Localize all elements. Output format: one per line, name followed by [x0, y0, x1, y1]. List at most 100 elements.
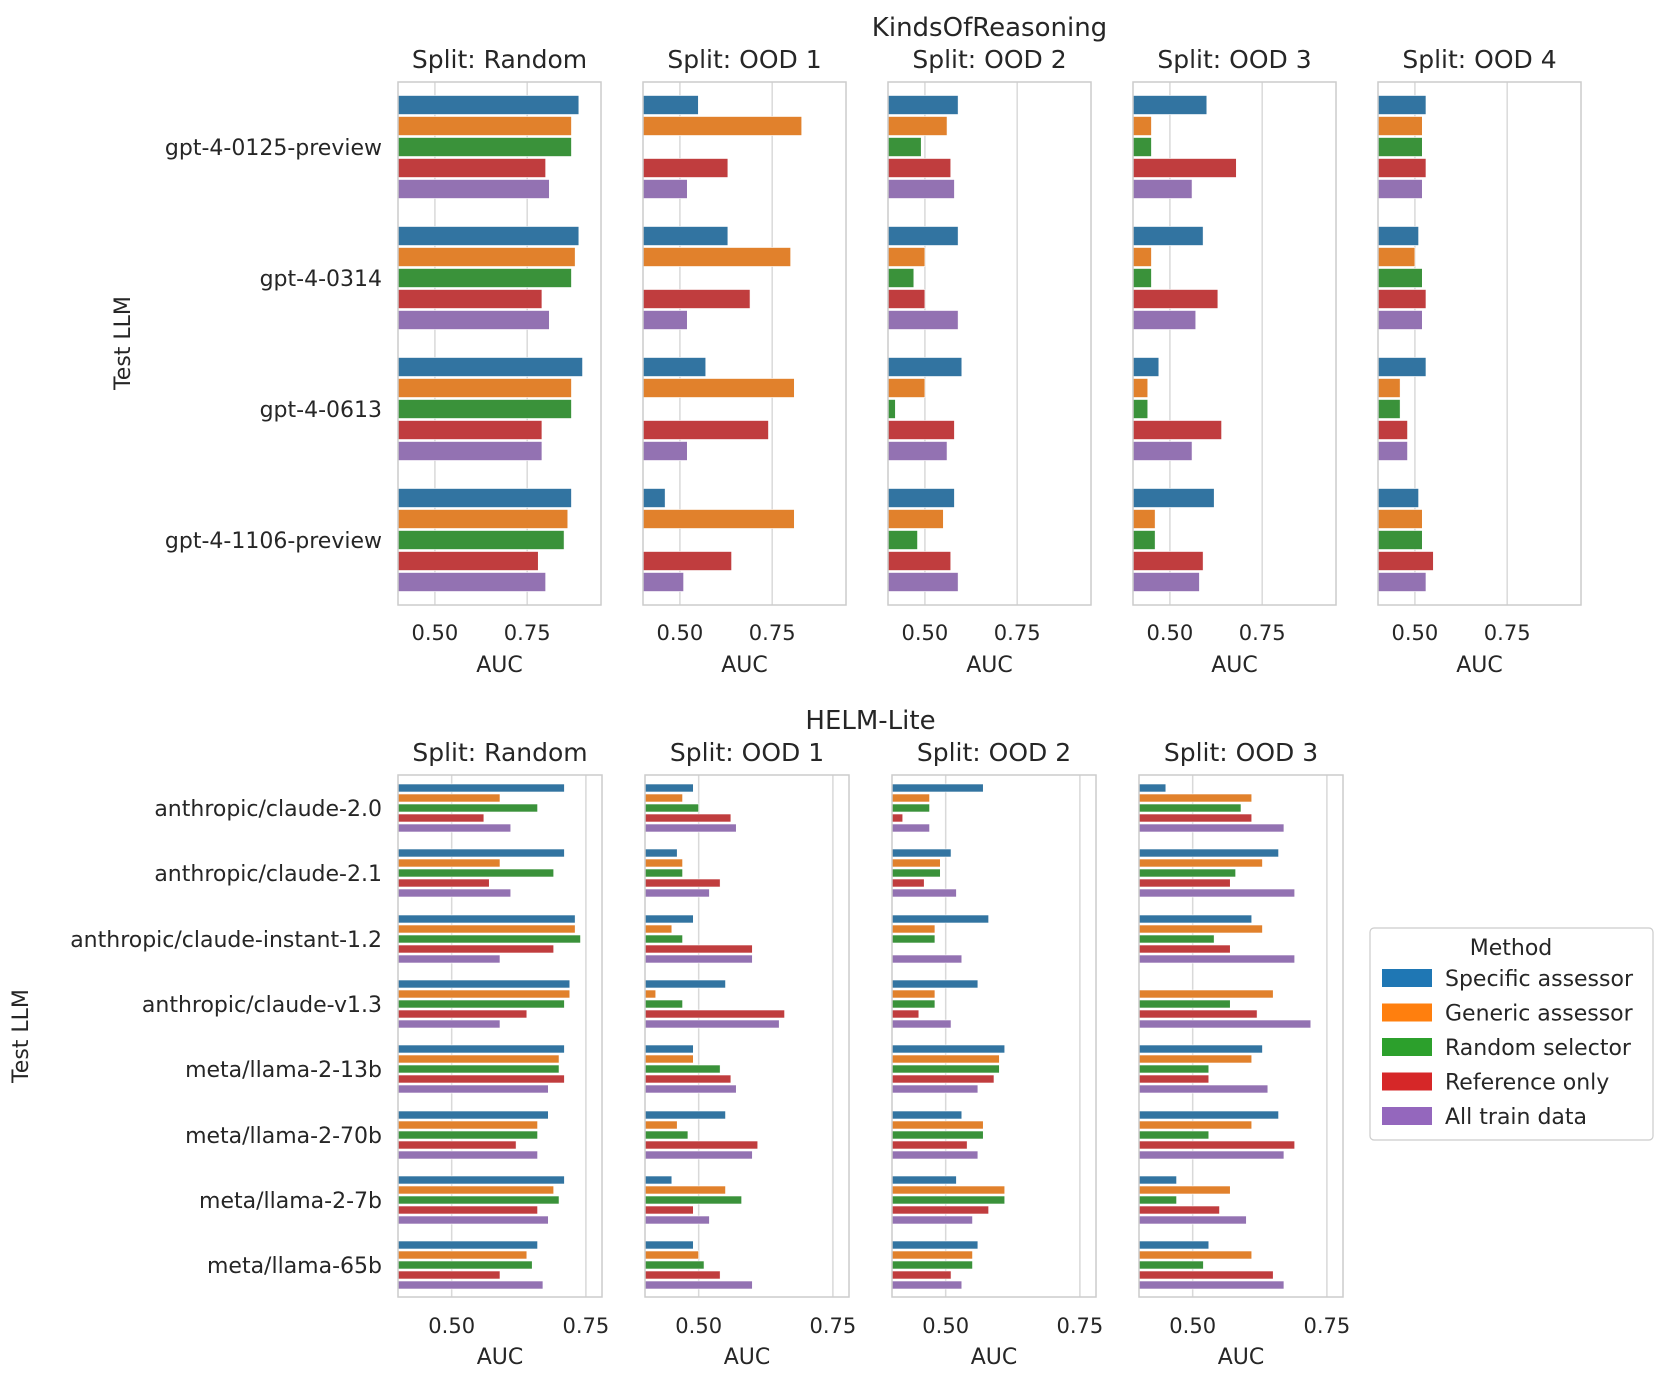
bar	[397, 158, 546, 178]
bar	[1132, 551, 1204, 571]
x-tick-label: 0.50	[902, 621, 949, 645]
category-label: anthropic/claude-v1.3	[142, 993, 382, 1018]
bar	[397, 989, 571, 999]
bar	[1132, 179, 1193, 199]
bar	[397, 979, 571, 989]
bar	[1377, 509, 1423, 529]
bar	[1138, 914, 1253, 924]
bar	[642, 551, 732, 571]
bar	[644, 1044, 694, 1054]
bar	[644, 1280, 753, 1290]
bar	[644, 783, 694, 793]
x-axis-label: AUC	[971, 1345, 1018, 1370]
bar	[1377, 530, 1423, 550]
panel-title: Split: OOD 3	[1164, 738, 1318, 767]
bar	[891, 1130, 984, 1140]
bar	[891, 1270, 952, 1280]
bar	[891, 878, 925, 888]
bar	[397, 1009, 528, 1019]
bar	[887, 289, 926, 309]
bar	[891, 1140, 968, 1150]
bar	[644, 914, 694, 924]
bar	[1132, 95, 1208, 115]
x-tick-label: 0.75	[810, 1314, 857, 1338]
bar	[1138, 793, 1253, 803]
text-layer: KindsOfReasoning Test LLM gpt-4-0125-previ…	[9, 13, 1557, 1370]
bar	[397, 999, 565, 1009]
legend: Method Specific assessor Generic assessor…	[1369, 927, 1654, 1141]
bar	[642, 95, 699, 115]
bar	[1138, 1074, 1210, 1084]
chart-title-0: KindsOfReasoning	[872, 13, 1107, 43]
bar	[891, 1260, 973, 1270]
bar	[891, 1195, 1006, 1205]
bar	[1132, 509, 1156, 529]
bar	[642, 289, 751, 309]
bar	[891, 1064, 1000, 1074]
bar	[1138, 1185, 1231, 1195]
bar	[644, 1110, 726, 1120]
category-label: gpt-4-0125-preview	[165, 136, 382, 161]
bar	[887, 551, 952, 571]
bar	[1377, 378, 1401, 398]
bar	[887, 95, 959, 115]
bar	[891, 1240, 979, 1250]
panel-frame	[887, 81, 1092, 606]
bar	[1132, 268, 1152, 288]
bar	[891, 803, 930, 813]
bar	[1138, 1215, 1247, 1225]
bar	[1138, 1019, 1312, 1029]
bar	[397, 378, 572, 398]
bar	[397, 878, 490, 888]
bar	[644, 1150, 753, 1160]
bar	[1132, 530, 1156, 550]
bar	[397, 1084, 549, 1094]
bar	[397, 509, 569, 529]
panel-title: Split: OOD 4	[1402, 45, 1556, 74]
bar	[642, 441, 688, 461]
bar	[397, 1185, 554, 1195]
x-tick-label: 0.50	[1147, 621, 1194, 645]
panel-title: Split: OOD 3	[1157, 45, 1311, 74]
bar	[1377, 399, 1401, 419]
bar	[644, 1185, 726, 1195]
x-axis-label: AUC	[724, 1345, 771, 1370]
bar	[642, 310, 688, 330]
bar	[642, 116, 803, 136]
panel-frame	[891, 774, 1097, 1298]
bar	[397, 924, 576, 934]
bar	[887, 226, 959, 246]
bar	[1138, 848, 1279, 858]
bar	[1138, 1140, 1295, 1150]
x-axis-label: AUC	[1456, 653, 1503, 678]
bar	[397, 1195, 560, 1205]
bar	[397, 813, 485, 823]
bar	[644, 1130, 689, 1140]
x-axis-label: AUC	[1211, 653, 1258, 678]
legend-swatch	[1382, 1107, 1432, 1125]
panel-frame	[644, 774, 850, 1298]
bar	[1132, 158, 1237, 178]
panel-title: Split: Random	[412, 45, 587, 74]
bar	[1132, 441, 1193, 461]
x-axis-label: AUC	[476, 653, 523, 678]
bar	[397, 1270, 501, 1280]
y-axis-label-0: Test LLM	[111, 296, 136, 391]
bar	[1138, 1009, 1258, 1019]
x-tick-label: 0.75	[1484, 621, 1531, 645]
bar	[887, 572, 959, 592]
bar	[891, 1009, 920, 1019]
category-label: gpt-4-0314	[260, 267, 382, 292]
legend-item-label: Specific assessor	[1445, 967, 1634, 992]
panel-frame	[1132, 81, 1337, 606]
bar	[397, 1175, 565, 1185]
bar	[891, 1150, 979, 1160]
bar	[642, 509, 795, 529]
bar	[642, 572, 684, 592]
bar	[1377, 226, 1419, 246]
bar	[397, 914, 576, 924]
x-tick-label: 0.75	[1239, 621, 1286, 645]
bar	[891, 868, 941, 878]
bar	[1138, 1205, 1220, 1215]
bar	[891, 954, 963, 964]
